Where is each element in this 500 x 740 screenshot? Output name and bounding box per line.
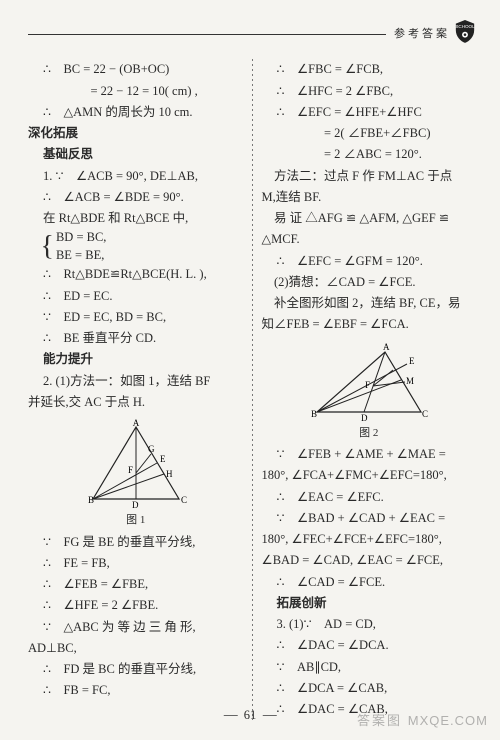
text-line: ∴ BC = 22 − (OB+OC): [28, 59, 244, 80]
svg-text:A: A: [133, 419, 140, 428]
text-line: = 22 − 12 = 10( cm) ,: [28, 81, 244, 102]
text-line: ∴ FE = FB,: [28, 553, 244, 574]
svg-text:C: C: [422, 409, 428, 419]
header-rule: [28, 34, 386, 35]
svg-text:SCHOOL: SCHOOL: [455, 24, 475, 29]
text-line: ∴ ∠ACB = ∠BDE = 90°.: [28, 187, 244, 208]
school-icon: SCHOOL: [454, 18, 476, 51]
content-columns: ∴ BC = 22 − (OB+OC) = 22 − 12 = 10( cm) …: [28, 59, 476, 720]
text-line: 知∠FEB = ∠EBF = ∠FCA.: [262, 314, 477, 335]
text-line: ∴ ∠EAC = ∠EFC.: [262, 487, 477, 508]
text-line: ∴ ∠HFE = 2 ∠FBE.: [28, 595, 244, 616]
sub-heading: 拓展创新: [262, 593, 477, 614]
svg-text:C: C: [181, 495, 187, 505]
text-line: 易 证 △AFG ≌ △AFM, △GEF ≌: [262, 208, 477, 229]
svg-text:G: G: [148, 444, 155, 454]
text-line: 180°, ∠FCA+∠FMC+∠EFC=180°,: [262, 465, 477, 486]
text-line: ∵ △ABC 为 等 边 三 角 形,: [28, 617, 244, 638]
svg-text:D: D: [132, 500, 139, 509]
text-line: ∴ ∠EFC = ∠HFE+∠HFC: [262, 102, 477, 123]
page-header: 参考答案 SCHOOL: [28, 18, 476, 51]
brace-line: BD = BC,: [56, 229, 106, 247]
text-line: ∵ ∠FEB + ∠AME + ∠MAE =: [262, 444, 477, 465]
dash-icon: [262, 715, 276, 716]
right-column: ∴ ∠FBC = ∠FCB, ∴ ∠HFC = 2 ∠FBC, ∴ ∠EFC =…: [253, 59, 477, 720]
svg-text:F: F: [365, 380, 370, 390]
page-number-value: 61: [244, 705, 257, 726]
text-line: ∴ ∠FBC = ∠FCB,: [262, 59, 477, 80]
brace-line: BE = BE,: [56, 247, 106, 265]
text-line: ∴ ∠CAD = ∠FCE.: [262, 572, 477, 593]
text-line: 180°, ∠FEC+∠FCE+∠EFC=180°,: [262, 529, 477, 550]
text-line: ∴ BE 垂直平分 CD.: [28, 328, 244, 349]
svg-text:E: E: [160, 454, 166, 464]
page: 参考答案 SCHOOL ∴ BC = 22 − (OB+OC) = 22 − 1…: [0, 0, 500, 732]
text-line: ∴ FB = FC,: [28, 680, 244, 701]
text-line: ∴ ED = EC.: [28, 286, 244, 307]
text-line: ∴ ∠FEB = ∠FBE,: [28, 574, 244, 595]
watermark-en: MXQE.COM: [408, 710, 488, 732]
text-line: ∴ △AMN 的周长为 10 cm.: [28, 102, 244, 123]
triangle-diagram-2: A B C D E F M: [309, 342, 429, 422]
text-line: 方法二：过点 F 作 FM⊥AC 于点: [262, 166, 477, 187]
brace-group: { BD = BC, BE = BE,: [28, 229, 244, 264]
text-line: 2. (1)方法一：如图 1，连结 BF: [28, 371, 244, 392]
svg-text:M: M: [406, 376, 414, 386]
text-line: ∵ ED = EC, BD = BC,: [28, 307, 244, 328]
text-line: 3. (1)∵ AD = CD,: [262, 614, 477, 635]
text-line: △MCF.: [262, 229, 477, 250]
left-brace-icon: {: [41, 233, 54, 261]
header-title: 参考答案: [394, 25, 450, 44]
text-line: ∵ FG 是 BE 的垂直平分线,: [28, 532, 244, 553]
figure-2: A B C D E F M 图 2: [262, 342, 477, 443]
figure-1: A B C D E F G H 图 1: [28, 419, 244, 530]
text-line: 并延长,交 AC 于点 H.: [28, 392, 244, 413]
text-line: ∴ ∠HFC = 2 ∠FBC,: [262, 81, 477, 102]
text-line: M,连结 BF.: [262, 187, 477, 208]
left-column: ∴ BC = 22 − (OB+OC) = 22 − 12 = 10( cm) …: [28, 59, 252, 720]
svg-text:F: F: [128, 465, 133, 475]
figure-label: 图 2: [359, 424, 378, 443]
svg-text:H: H: [166, 469, 173, 479]
page-number: 61: [224, 705, 277, 726]
text-line: AD⊥BC,: [28, 638, 244, 659]
text-line: ∴ Rt△BDE≌Rt△BCE(H. L. ),: [28, 264, 244, 285]
svg-text:A: A: [383, 342, 390, 352]
text-line: 补全图形如图 2，连结 BF, CE，易: [262, 293, 477, 314]
text-line: ∴ ∠DAC = ∠DCA.: [262, 635, 477, 656]
text-line: (2)猜想：∠CAD = ∠FCE.: [262, 272, 477, 293]
figure-label: 图 1: [126, 511, 145, 530]
text-line: ∴ ∠DCA = ∠CAB,: [262, 678, 477, 699]
triangle-diagram-1: A B C D E F G H: [81, 419, 191, 509]
text-line: ∵ ∠BAD + ∠CAD + ∠EAC =: [262, 508, 477, 529]
svg-text:D: D: [361, 413, 368, 422]
text-line: = 2( ∠FBE+∠FBC): [262, 123, 477, 144]
dash-icon: [224, 715, 238, 716]
text-line: 1. ∵ ∠ACB = 90°, DE⊥AB,: [28, 166, 244, 187]
section-heading: 深化拓展: [28, 123, 244, 144]
text-line: ∠BAD = ∠CAD, ∠EAC = ∠FCE,: [262, 550, 477, 571]
text-line: ∴ FD 是 BC 的垂直平分线,: [28, 659, 244, 680]
svg-text:E: E: [409, 356, 415, 366]
text-line: 在 Rt△BDE 和 Rt△BCE 中,: [28, 208, 244, 229]
watermark-cn: 答案图: [357, 710, 402, 732]
text-line: ∵ AB∥CD,: [262, 657, 477, 678]
svg-text:B: B: [88, 495, 94, 505]
text-line: = 2 ∠ABC = 120°.: [262, 144, 477, 165]
sub-heading: 能力提升: [28, 349, 244, 370]
svg-text:B: B: [311, 409, 317, 419]
sub-heading: 基础反思: [28, 144, 244, 165]
text-line: ∴ ∠EFC = ∠GFM = 120°.: [262, 251, 477, 272]
